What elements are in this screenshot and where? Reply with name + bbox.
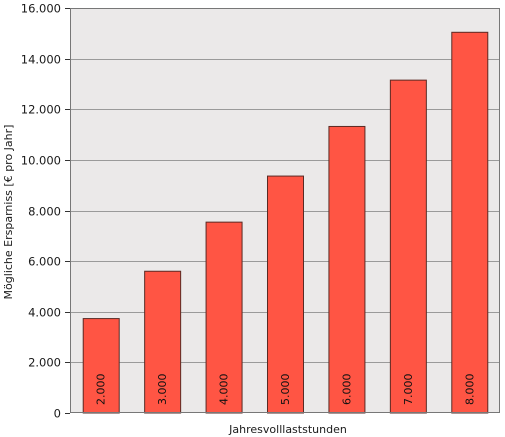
- bar-category-label: 5.000: [279, 374, 292, 406]
- plot-frame: [70, 8, 500, 413]
- bar-category-label: 8.000: [463, 374, 476, 406]
- bar-3.000: [144, 270, 182, 414]
- bar-category-label: 4.000: [218, 374, 231, 406]
- bar-category-label: 2.000: [95, 374, 108, 406]
- y-tick-label: 10.000: [21, 154, 61, 168]
- y-tick-label: 12.000: [21, 103, 61, 117]
- y-tick-label: 4.000: [28, 306, 61, 320]
- y-tick-label: 0: [54, 407, 61, 421]
- y-tick-label: 2.000: [28, 356, 61, 370]
- bar-5.000: [267, 175, 304, 414]
- bar-category-label: 3.000: [156, 374, 169, 406]
- y-tick-label: 8.000: [28, 205, 61, 219]
- bar-8.000: [451, 31, 489, 414]
- x-axis-title: Jahresvolllaststunden: [228, 423, 347, 436]
- y-tick-label: 16.000: [21, 2, 61, 16]
- bar-7.000: [389, 79, 427, 414]
- y-tick-label: 6.000: [28, 255, 61, 269]
- bar-category-label: 6.000: [340, 374, 353, 406]
- bar-2.000: [82, 318, 120, 414]
- y-tick-label: 14.000: [21, 53, 61, 67]
- bar-6.000: [328, 125, 366, 414]
- y-axis-title: Mögliche Ersparniss [€ pro Jahr]: [2, 125, 15, 300]
- bar-category-label: 7.000: [402, 374, 415, 406]
